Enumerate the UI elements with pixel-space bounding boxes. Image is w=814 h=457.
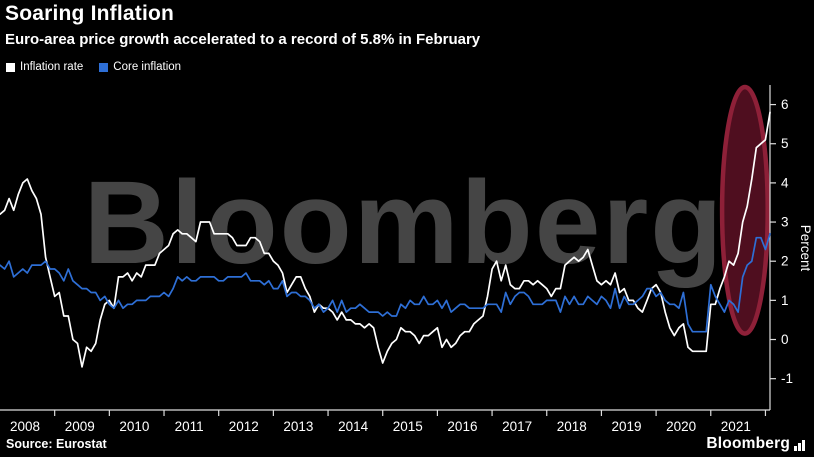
chart-subtitle: Euro-area price growth accelerated to a … [5, 31, 481, 48]
x-tick-label: 2014 [338, 419, 369, 434]
line-chart: Bloomberg -1 0 1 2 3 4 5 6 2008 2009 2010 2011 2012 20… [0, 84, 813, 434]
legend-label-core-inflation: Core inflation [113, 61, 182, 73]
bloomberg-terminal-icon [794, 440, 805, 451]
y-tick-label: 2 [781, 254, 789, 269]
bloomberg-watermark: Bloomberg [84, 157, 725, 289]
chart-title: Soaring Inflation [5, 2, 175, 25]
y-tick-label: 5 [781, 136, 789, 151]
bloomberg-logo-text: Bloomberg [706, 435, 790, 452]
x-tick-label: 2010 [119, 419, 149, 434]
y-tick-label: 6 [781, 97, 789, 112]
y-axis-title: Percent [798, 225, 813, 272]
highlight-ellipse [719, 84, 770, 336]
x-tick-label: 2011 [175, 419, 204, 434]
legend-item-core-inflation: Core inflation [99, 61, 181, 73]
x-tick-label: 2008 [10, 419, 40, 434]
x-tick-label: 2018 [557, 419, 587, 434]
source-note: Source: Eurostat [6, 437, 107, 451]
legend-item-inflation-rate: Inflation rate [6, 61, 83, 73]
legend: Inflation rate Core inflation [6, 61, 181, 73]
x-tick-label: 2012 [229, 419, 259, 434]
x-tick-label: 2013 [283, 419, 313, 434]
legend-label-inflation-rate: Inflation rate [20, 61, 84, 73]
x-tick-label: 2015 [393, 419, 423, 434]
core-inflation-line [0, 232, 771, 333]
y-tick-label: 0 [781, 332, 789, 347]
y-tick-label: -1 [781, 371, 793, 386]
x-tick-label: 2020 [666, 419, 696, 434]
x-tick-label: 2017 [502, 419, 532, 434]
bloomberg-logo: Bloomberg [706, 435, 806, 453]
x-tick-label: 2021 [721, 419, 751, 434]
x-tick-label: 2009 [65, 419, 95, 434]
inflation-rate-line [0, 111, 771, 368]
inflation-rate-swatch [6, 62, 15, 72]
x-tick-label: 2016 [447, 419, 477, 434]
y-tick-label: 3 [781, 215, 789, 230]
y-tick-label: 4 [781, 175, 789, 190]
y-tick-label: 1 [781, 293, 789, 308]
core-inflation-swatch [99, 62, 109, 72]
x-tick-label: 2019 [611, 419, 641, 434]
